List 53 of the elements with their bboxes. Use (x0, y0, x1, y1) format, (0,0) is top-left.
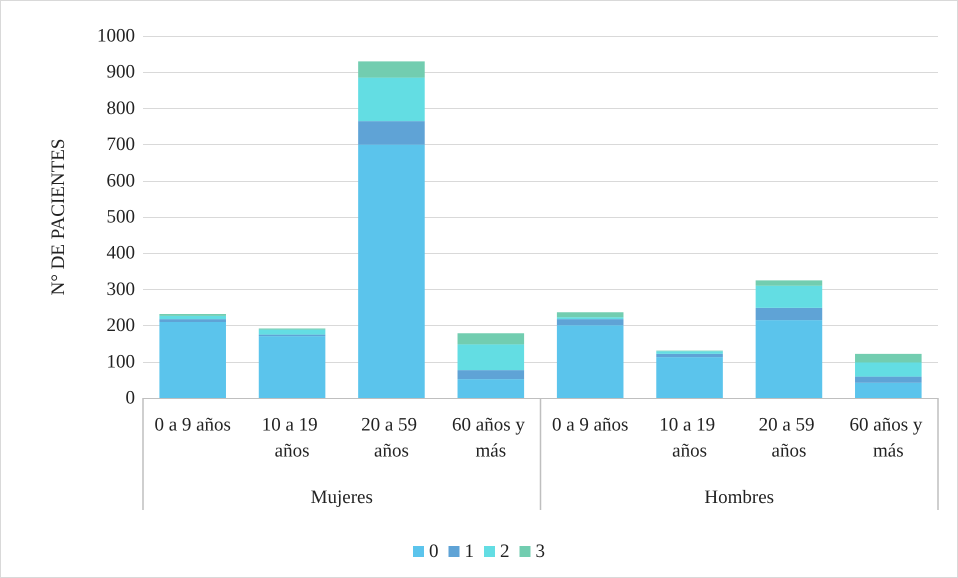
bar (855, 362, 922, 377)
bar (556, 325, 624, 398)
bar (855, 382, 922, 398)
y-tick-label: 600 (106, 170, 135, 192)
y-tick-label: 1000 (97, 26, 135, 46)
bar (159, 322, 226, 398)
x-tick-label: 10 a 19 años (262, 414, 322, 462)
bar (458, 379, 524, 398)
bar (458, 344, 524, 370)
bar (855, 354, 922, 363)
bar (358, 78, 425, 122)
legend-label: 2 (500, 541, 510, 562)
x-tick-label: 60 años y más (850, 414, 928, 462)
bar (458, 370, 524, 380)
x-tick-label: 20 a 59 años (758, 414, 820, 462)
y-tick-label: 0 (126, 388, 135, 408)
bar (258, 330, 326, 335)
bar (556, 319, 624, 326)
y-tick-label: 500 (106, 206, 135, 228)
bar (656, 351, 723, 354)
x-tick-label: 20 a 59 años (361, 414, 422, 462)
bar (258, 336, 326, 398)
bar (358, 144, 425, 398)
bar (756, 308, 822, 320)
bar (656, 357, 723, 398)
bar (358, 121, 425, 145)
y-tick-label: 900 (106, 62, 135, 83)
y-tick-label: 400 (106, 242, 135, 264)
legend-label: 1 (464, 541, 474, 562)
text: Mujeres (310, 487, 373, 508)
bar (159, 319, 226, 322)
bar (756, 280, 822, 286)
text: Hombres (704, 487, 774, 508)
y-axis-title: N° DE PACIENTES (48, 138, 69, 296)
bar (358, 61, 425, 78)
bar (159, 316, 226, 320)
x-tick-label: 10 a 19 años (659, 414, 720, 462)
y-tick-label: 800 (106, 98, 135, 119)
y-tick-label: 300 (106, 278, 135, 300)
bar (458, 333, 524, 344)
bar (855, 376, 922, 383)
x-tick-label: 0 a 9 años (154, 414, 231, 436)
x-tick-label: 0 a 9 años (552, 414, 628, 436)
y-tick-label: 200 (106, 315, 135, 336)
bar (756, 286, 822, 308)
bar (556, 312, 624, 318)
bar (656, 354, 723, 358)
bar (756, 320, 822, 398)
y-tick-label: 700 (106, 134, 135, 156)
legend-label: 0 (429, 541, 438, 562)
legend-label: 3 (536, 541, 545, 562)
x-tick-label: 60 años y más (452, 414, 530, 462)
y-tick-label: 100 (106, 351, 135, 372)
